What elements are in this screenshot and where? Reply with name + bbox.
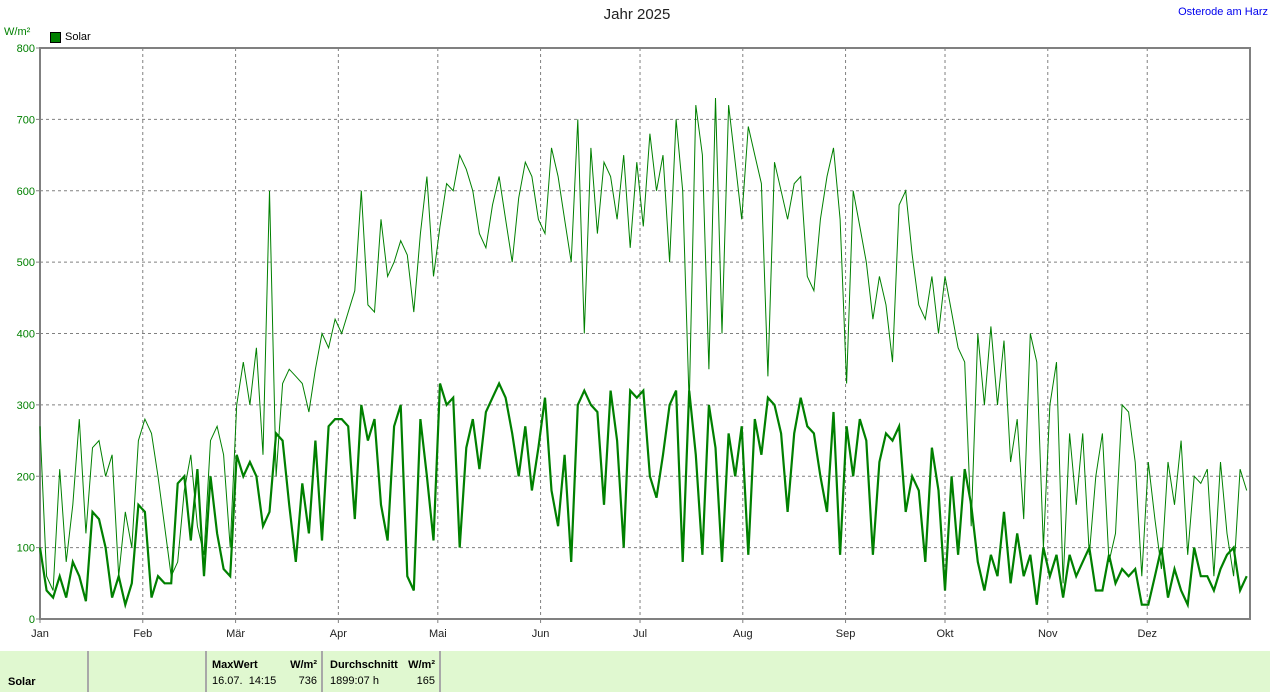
y-tick-label: 600 xyxy=(17,186,35,198)
x-tick-label: Mai xyxy=(429,628,447,640)
y-tick-label: 100 xyxy=(17,543,35,555)
avg-unit: W/m² xyxy=(408,659,435,671)
legend-swatch xyxy=(50,31,61,43)
summary-table: Solar MaxWert W/m² 16.07. 14:15 736 Durc… xyxy=(0,651,1270,692)
legend: Solar xyxy=(50,31,91,43)
max-cell: MaxWert W/m² 16.07. 14:15 736 xyxy=(207,651,323,692)
series-line-solar xyxy=(38,380,1248,609)
x-tick-label: Sep xyxy=(836,628,856,640)
avg-value: 165 xyxy=(416,675,435,687)
chart-title: Jahr 2025 xyxy=(603,6,671,23)
x-tick-label: Nov xyxy=(1038,628,1058,640)
y-tick-label: 500 xyxy=(17,257,35,269)
series-cell: Solar xyxy=(0,651,89,692)
x-tick-label: Jun xyxy=(532,628,550,640)
avg-cell: Durchschnitt W/m² 1899:07 h 165 xyxy=(323,651,441,692)
max-value: 736 xyxy=(298,675,317,687)
x-tick-label: Mär xyxy=(226,628,245,640)
y-axis-unit: W/m² xyxy=(4,26,31,38)
x-tick-label: Feb xyxy=(133,628,152,640)
y-tick-label: 700 xyxy=(17,114,35,126)
x-tick-label: Jul xyxy=(633,628,647,640)
x-tick-label: Okt xyxy=(936,628,953,640)
chart-plot: 0 100 200 300 400 500 600 700 800 Jan Feb Mär Apr Mai… xyxy=(17,43,1251,640)
avg-label: Durchschnitt xyxy=(330,659,398,671)
y-tick-label: 300 xyxy=(17,400,35,412)
y-tick-label: 800 xyxy=(17,43,35,55)
max-time: 16.07. 14:15 xyxy=(212,675,277,687)
y-tick-label: 400 xyxy=(17,329,35,341)
max-unit: W/m² xyxy=(290,659,317,671)
plot-frame xyxy=(39,47,1251,620)
x-tick-label: Dez xyxy=(1137,628,1157,640)
y-tick-label: 0 xyxy=(29,614,35,626)
legend-label: Solar xyxy=(65,31,91,43)
series-name: Solar xyxy=(8,676,36,688)
x-tick-label: Apr xyxy=(330,628,347,640)
max-label: MaxWert xyxy=(212,659,258,671)
empty-cell xyxy=(89,651,207,692)
x-tick-label: Jan xyxy=(31,628,49,640)
avg-hours: 1899:07 h xyxy=(330,675,379,687)
location-link[interactable]: Osterode am Harz xyxy=(1178,6,1268,18)
series-line-solar-max xyxy=(39,97,1248,591)
x-tick-label: Aug xyxy=(733,628,753,640)
y-tick-label: 200 xyxy=(17,471,35,483)
